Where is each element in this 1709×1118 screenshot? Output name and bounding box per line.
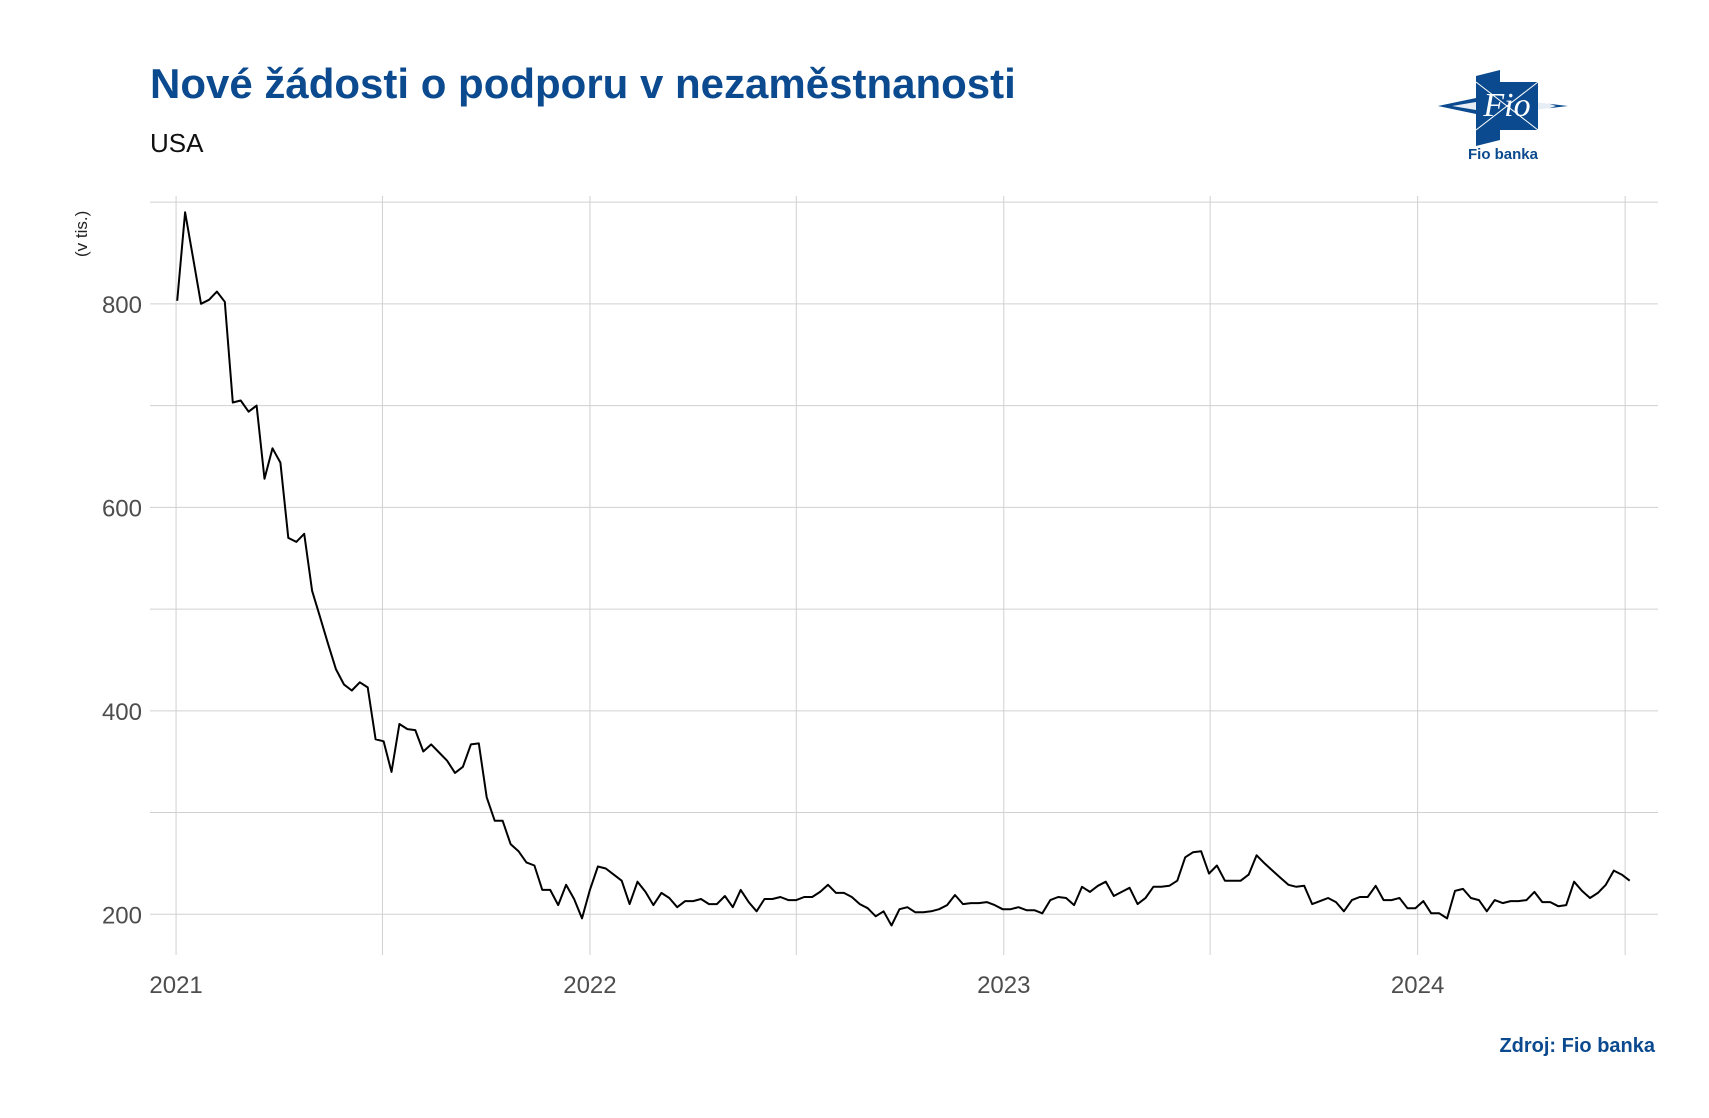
y-tick-labels: 200 400 600 800 xyxy=(102,292,142,929)
fio-logo-icon: Fio xyxy=(1438,70,1568,146)
fio-logo-mark-text: Fio xyxy=(1482,87,1530,124)
x-tick-label: 2022 xyxy=(563,972,616,999)
x-tick-labels: 2021 2022 2023 2024 xyxy=(149,972,1444,999)
series-line xyxy=(176,211,1631,927)
grid-lines xyxy=(150,196,1658,955)
y-tick-label: 200 xyxy=(102,902,142,929)
y-tick-label: 600 xyxy=(102,495,142,522)
x-tick-label: 2024 xyxy=(1391,972,1444,999)
chart-title: Nové žádosti o podporu v nezaměstnanosti xyxy=(150,60,1016,107)
y-tick-label: 400 xyxy=(102,699,142,726)
fio-logo: Fio Fio banka xyxy=(1438,70,1568,170)
fio-logo-text: Fio banka xyxy=(1467,146,1538,163)
y-tick-label: 800 xyxy=(102,292,142,319)
chart-subtitle: USA xyxy=(150,128,204,158)
source-note: Zdroj: Fio banka xyxy=(1499,1035,1655,1057)
series-group xyxy=(176,211,1631,927)
x-tick-label: 2021 xyxy=(149,972,202,999)
line-chart: 200 400 600 800 2021 2022 2023 2024 xyxy=(102,196,1658,999)
x-tick-label: 2023 xyxy=(977,972,1030,999)
